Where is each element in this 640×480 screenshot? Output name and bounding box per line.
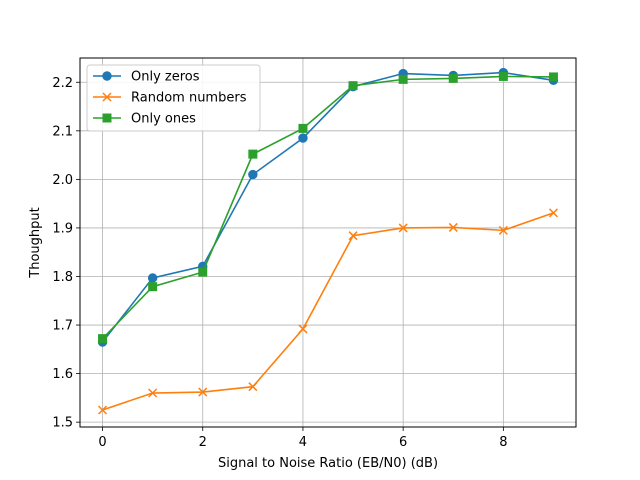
y-tick-label: 2.1 [52, 124, 73, 139]
x-axis-ticks: 0 2 4 6 8 [98, 427, 507, 450]
data-point [148, 388, 158, 398]
data-point [298, 123, 308, 133]
legend-marker [102, 92, 112, 102]
data-point [498, 71, 508, 81]
legend-item: Only zeros [93, 70, 200, 85]
x-tick-label: 0 [98, 435, 106, 450]
x-tick-label: 4 [299, 435, 307, 450]
series-line [101, 71, 554, 343]
data-point [198, 387, 208, 397]
legend-item: Only ones [93, 112, 196, 127]
data-point [98, 405, 108, 415]
y-tick-label: 1.6 [52, 367, 73, 382]
data-point [498, 225, 508, 235]
data-point [398, 74, 408, 84]
legend-item: Random numbers [93, 91, 247, 106]
legend-marker [102, 113, 112, 123]
data-point [348, 231, 358, 241]
grid-lines [80, 58, 576, 427]
y-axis-ticks: 1.5 1.6 1.7 1.8 1.9 2.0 2.1 2.2 [52, 76, 80, 431]
series-line [101, 75, 554, 340]
legend-label: Only ones [131, 112, 196, 127]
data-point [98, 334, 108, 344]
data-point [198, 267, 208, 277]
x-axis-label: Signal to Noise Ratio (EB/N0) (dB) [218, 456, 438, 471]
x-tick-label: 2 [199, 435, 207, 450]
y-tick-label: 2.2 [52, 76, 73, 91]
y-axis-label: Thoughput [28, 207, 43, 278]
plot-area: 0 2 4 6 8 1.5 1.6 1.7 1.8 1.9 2.0 2.1 2.2 [52, 57, 577, 450]
axes-frame [79, 57, 577, 428]
data-point [248, 149, 258, 159]
data-point [248, 169, 258, 180]
data-point [248, 382, 258, 392]
data-point [298, 324, 308, 334]
data-point [148, 282, 158, 292]
data-point [348, 81, 358, 91]
series-layer [97, 67, 559, 415]
data-point [298, 133, 308, 143]
legend: Only zeros Random numbers Only ones [86, 64, 261, 132]
legend-label: Random numbers [131, 91, 247, 106]
y-tick-label: 1.9 [52, 221, 73, 236]
x-tick-label: 6 [399, 435, 407, 450]
data-point [448, 222, 458, 232]
data-point [548, 208, 558, 218]
data-point [448, 73, 458, 83]
y-tick-label: 1.8 [52, 270, 73, 285]
series-random-numbers [98, 208, 558, 415]
data-point [147, 273, 158, 283]
legend-box [86, 64, 261, 132]
legend-label: Only zeros [131, 70, 200, 85]
x-tick-label: 8 [499, 435, 507, 450]
series-only-ones [98, 71, 558, 344]
y-tick-label: 2.0 [52, 173, 73, 188]
data-point [398, 223, 408, 233]
y-tick-label: 1.5 [52, 416, 73, 431]
series-line [102, 212, 554, 411]
data-point [548, 72, 558, 82]
y-tick-label: 1.7 [52, 319, 73, 334]
legend-marker [102, 71, 112, 81]
